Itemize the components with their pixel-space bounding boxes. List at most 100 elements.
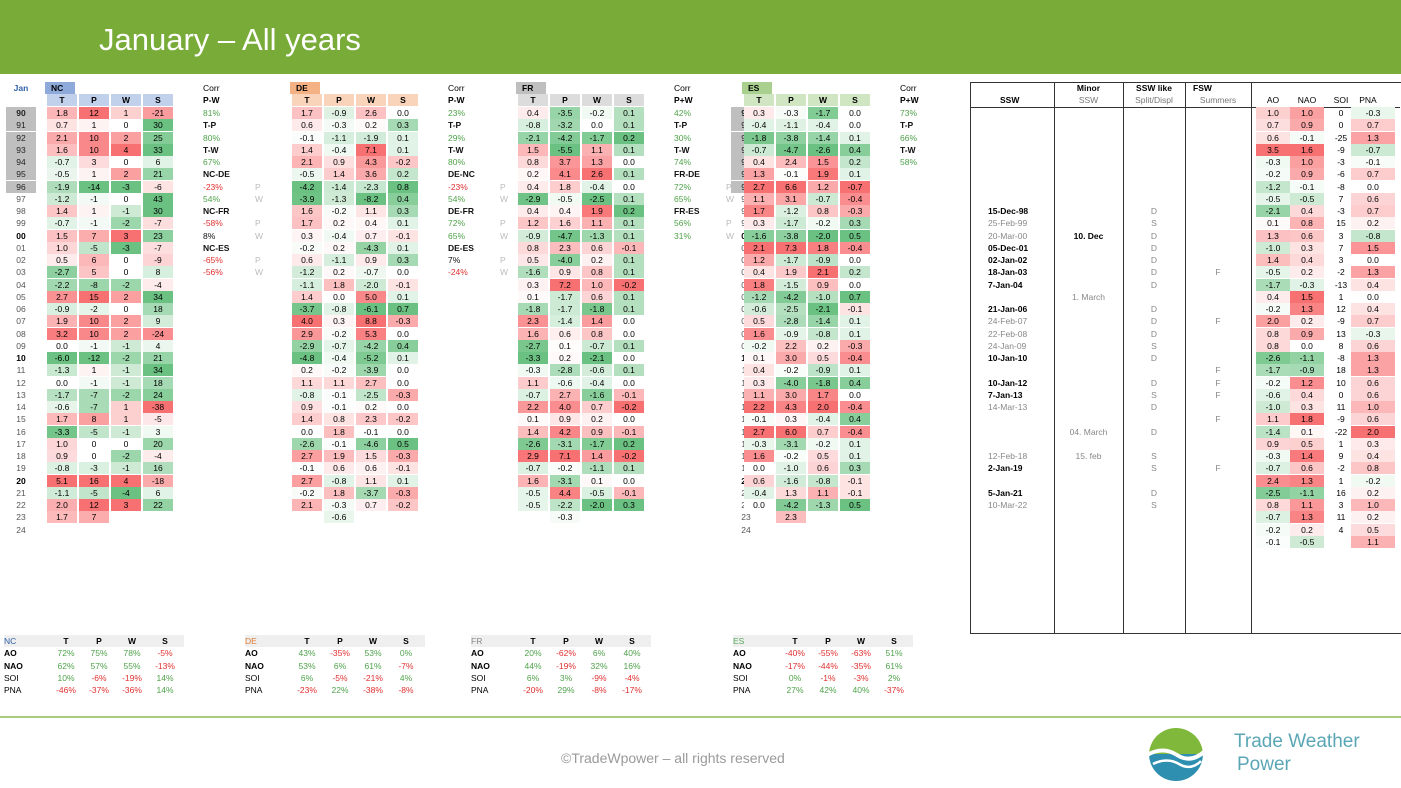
summary-index: PNA [733,685,751,695]
value-cell: -0.5 [582,486,612,499]
summary-value: -37% [884,685,904,695]
column-header: T [47,94,77,106]
value-cell: 1.1 [292,376,322,389]
corr-subtitle: P-W [203,95,220,105]
copyright-text: ©TradeWpower – all rights reserved [561,750,785,766]
value-cell: -1.1 [292,278,322,291]
index-value: 0.3 [1290,401,1324,413]
ssw-date: 10-Mar-22 [988,500,1028,510]
ssw-type: D [1150,255,1158,265]
ssw-column-divider [1123,82,1124,633]
summary-value: 51% [885,648,903,659]
value-cell: -2.2 [47,278,77,291]
value-cell: 0.6 [292,119,322,132]
index-value: 0.8 [1256,499,1290,511]
year-label: 14 [16,402,26,412]
index-value: 0.1 [1256,217,1290,230]
summary-value: 4% [399,672,413,683]
value-cell: -6.1 [356,303,386,315]
column-header: P [550,94,580,106]
value-cell: -0.2 [388,156,418,168]
year-label: 12 [16,377,26,388]
ssw-date: 7-Jan-04 [988,279,1023,290]
summary-value: 6% [526,672,540,683]
value-cell: 1.0 [47,437,77,450]
summary-index: AO [471,648,484,659]
column-header: W [582,94,612,106]
summary-header: W [594,636,604,646]
value-cell: 1.1 [518,376,548,389]
index-value: 0.6 [1290,229,1324,242]
value-cell: 2.0 [808,401,838,413]
value-cell: -4.2 [776,499,806,511]
value-cell: 0.8 [518,156,548,168]
year-label: 91 [6,119,36,132]
value-cell: -2.8 [550,364,580,377]
value-cell: -3.7 [356,486,386,499]
value-cell: 1.3 [776,486,806,499]
value-cell: 0.0 [614,474,644,487]
summary-value: -37% [89,685,109,695]
summary-value: -40% [785,648,805,659]
value-cell: 12 [79,499,109,511]
value-cell: 0.3 [744,376,774,389]
value-cell: -0.3 [776,107,806,119]
value-cell: 1.6 [518,474,548,487]
index-value: 1.1 [1256,413,1290,426]
value-cell: -1 [111,339,141,352]
value-cell: -1.6 [744,229,774,242]
value-cell: -7 [143,217,173,230]
year-label: 95 [6,168,36,181]
corr-subtitle: P-W [448,95,465,105]
ssw-type: D [1150,328,1158,339]
value-cell: -1 [79,192,109,205]
value-cell: -0.2 [550,462,580,475]
value-cell: 0.1 [614,266,644,279]
summary-value: -38% [363,685,383,695]
index-value: 0.2 [1290,315,1324,328]
index-value: 1.3 [1351,364,1395,377]
index-value: 0.6 [1351,388,1395,401]
value-cell: -1 [111,376,141,389]
index-value: -1.1 [1290,352,1324,364]
month-label [477,82,507,94]
value-cell: -1 [111,462,141,475]
value-cell: 2.7 [744,425,774,438]
value-cell: -0.2 [808,437,838,450]
ssw-date: 20-Mar-00 [988,230,1028,241]
value-cell: 0.1 [744,352,774,364]
value-cell: 1.4 [582,450,612,462]
value-cell: 22 [143,499,173,511]
value-cell: 0.0 [388,376,418,389]
ssw-type: D [1150,279,1158,290]
column-header: T [292,94,322,106]
value-cell: 1.1 [744,388,774,401]
summary-value: -23% [297,685,317,695]
value-cell: 10 [79,143,109,156]
region-name: FR [516,82,546,94]
value-cell: 2.9 [518,450,548,462]
summary-header: W [856,636,866,646]
value-cell: -18 [143,474,173,487]
corr-value: -23% [203,181,223,192]
summary-value: 0% [399,648,413,659]
summary-value: -13% [155,660,175,671]
summary-value: -4% [624,672,640,683]
value-cell: 0.4 [518,205,548,217]
summary-index: PNA [4,685,22,695]
value-cell: 0.4 [744,364,774,377]
value-cell: 1.2 [744,254,774,266]
summary-value: 10% [57,672,75,683]
index-value: 13 [1336,328,1346,339]
region-name: ES [742,82,772,94]
index-value: 0.6 [1351,376,1395,389]
value-cell: -2.7 [47,266,77,279]
value-cell: -7 [79,388,109,401]
summary-region: ES [733,635,913,647]
value-cell: -1.7 [776,254,806,266]
value-cell: 1.0 [47,241,77,254]
summary-value: -35% [330,648,350,659]
summary-value: 55% [123,660,141,671]
value-cell: -3.8 [776,131,806,144]
value-cell: -0.4 [744,119,774,132]
